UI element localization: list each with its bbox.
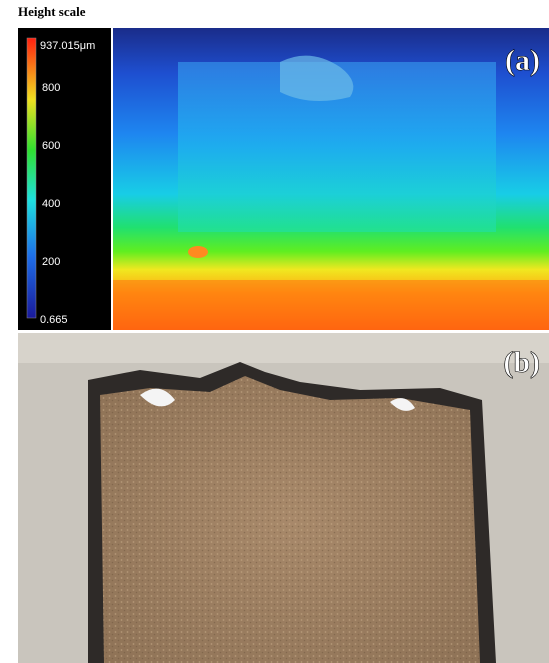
scale-title: Height scale [18,4,86,19]
surface-texture [100,376,480,663]
micrograph: (b) [18,333,549,663]
height-map: (a) [113,28,549,330]
scale-label: 200 [42,256,60,268]
figure: Height scale 937.015μm 800 600 400 200 0… [0,0,549,663]
scale-label: 0.665 [40,314,68,326]
panel-label: (a) [505,44,540,77]
scale-label: 400 [42,198,60,210]
scale-label: 600 [42,140,60,152]
panel-label: (b) [503,346,540,379]
surface-feature [188,246,208,258]
surround [18,333,549,363]
bottom-region [113,280,549,330]
scale-label: 800 [42,82,60,94]
color-scale: 937.015μm 800 600 400 200 0.665 [18,28,111,330]
scale-bar [27,38,36,318]
scale-label: 937.015μm [40,40,95,52]
